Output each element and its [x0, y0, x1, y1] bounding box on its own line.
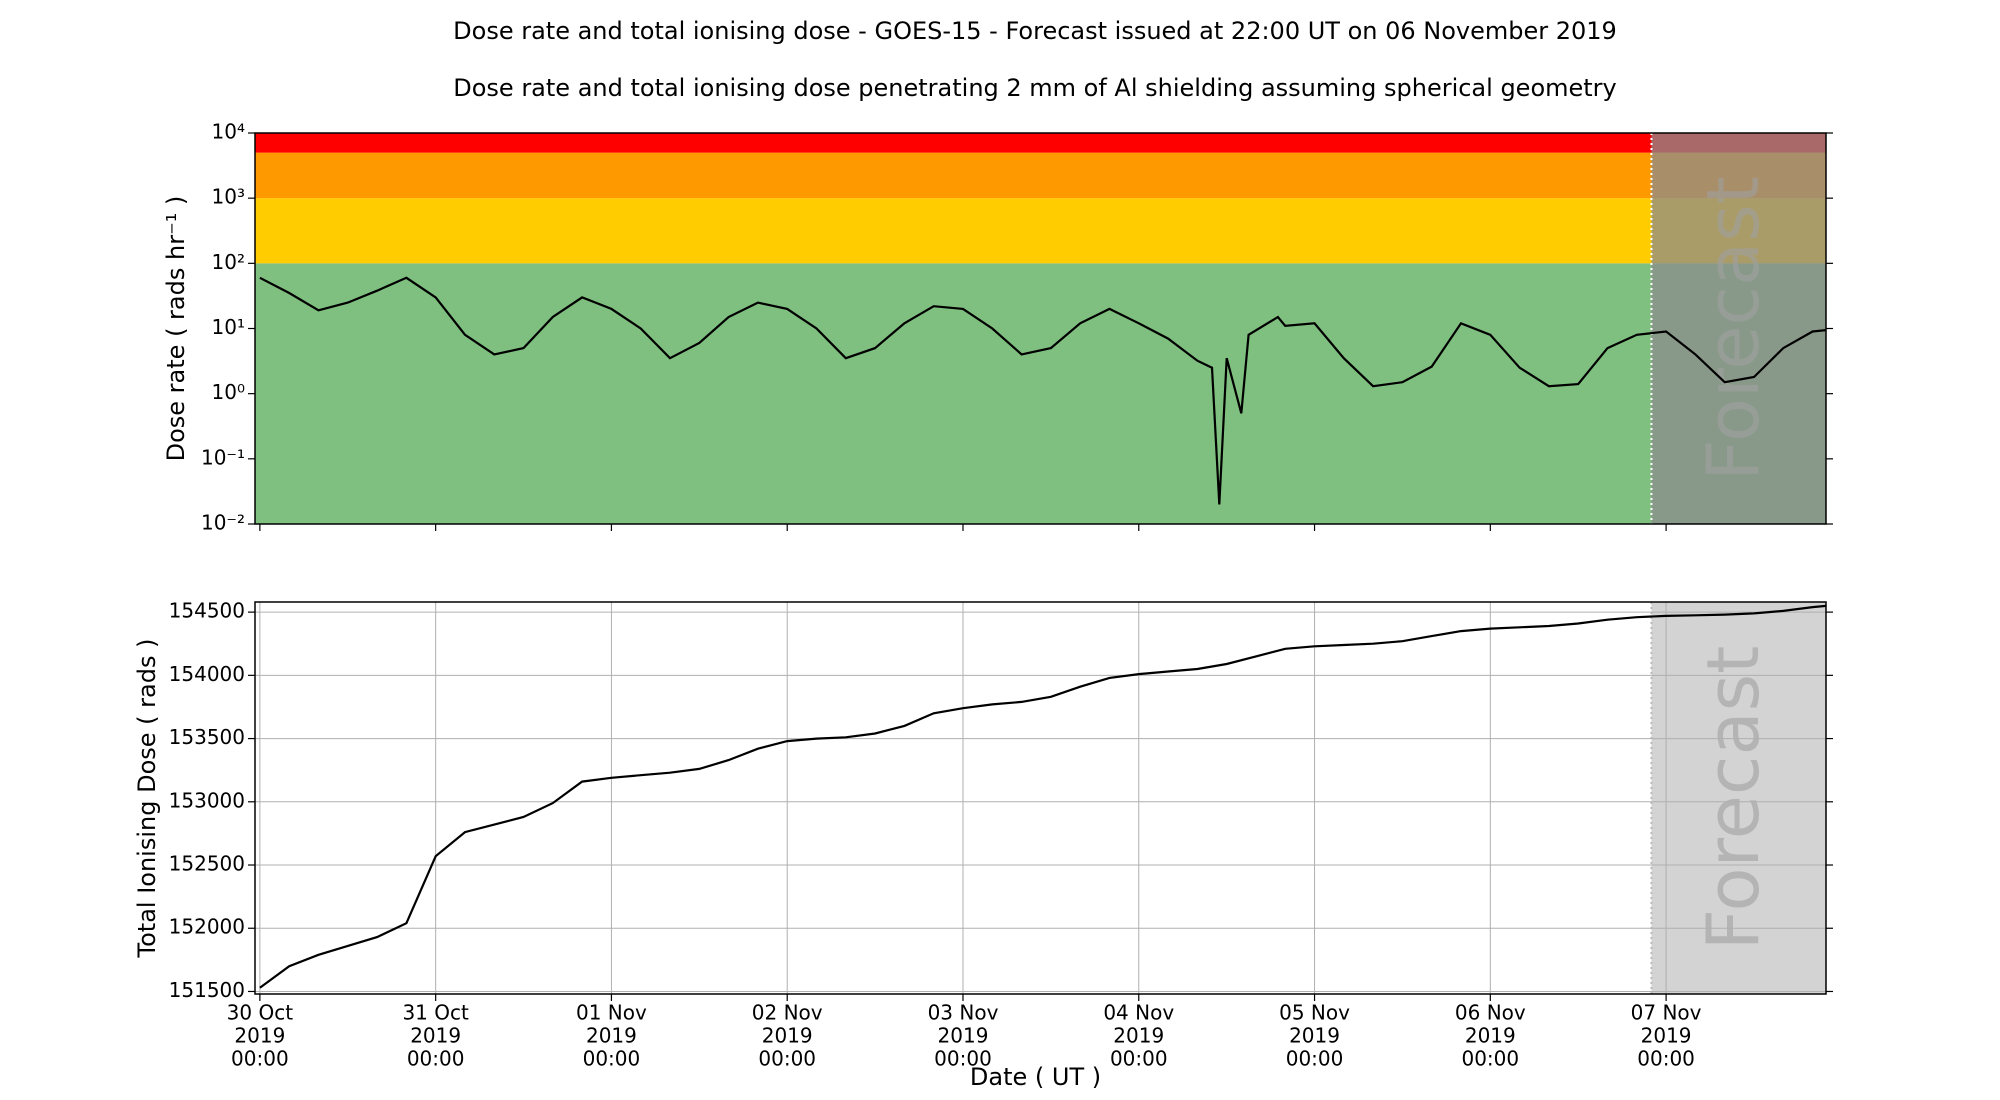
y-tick-label: 154000	[169, 662, 245, 686]
x-tick-label: 00:00	[934, 1047, 992, 1071]
y-tick-label: 10²	[212, 250, 245, 274]
x-tick-label: 00:00	[1461, 1047, 1519, 1071]
y-tick-label: 10⁻²	[201, 511, 245, 535]
chart-subtitle: Dose rate and total ionising dose penetr…	[453, 74, 1617, 102]
x-tick-label: 01 Nov	[576, 1001, 647, 1025]
x-tick-label: 2019	[1641, 1024, 1692, 1048]
chart-title: Dose rate and total ionising dose - GOES…	[453, 17, 1617, 45]
x-tick-label: 2019	[234, 1024, 285, 1048]
forecast-label: Forecast	[1691, 176, 1775, 481]
x-tick-label: 2019	[1465, 1024, 1516, 1048]
forecast-region	[1651, 133, 1826, 524]
y-axis-label: Total Ionising Dose ( rads )	[133, 639, 161, 959]
y-tick-label: 10⁴	[212, 120, 245, 144]
y-tick-label: 10⁻¹	[201, 445, 245, 469]
x-tick-label: 00:00	[1110, 1047, 1168, 1071]
data-line	[259, 276, 1826, 505]
y-tick-label: 152000	[169, 915, 245, 939]
plot-frame	[254, 601, 1827, 995]
x-tick-label: 00:00	[231, 1047, 289, 1071]
x-tick-label: 2019	[1289, 1024, 1340, 1048]
x-tick-label: 02 Nov	[752, 1001, 823, 1025]
y-tick-label: 10³	[212, 185, 245, 209]
x-tick-label: 2019	[1113, 1024, 1164, 1048]
x-tick-label: 04 Nov	[1103, 1001, 1174, 1025]
x-tick-label: 07 Nov	[1631, 1001, 1702, 1025]
x-tick-label: 2019	[410, 1024, 461, 1048]
y-tick-label: 153500	[169, 725, 245, 749]
y-tick-label: 10¹	[212, 315, 245, 339]
forecast-label: Forecast	[1691, 646, 1775, 951]
y-tick-label: 151500	[169, 978, 245, 1002]
x-tick-label: 30 Oct	[227, 1001, 294, 1025]
x-tick-label: 06 Nov	[1455, 1001, 1526, 1025]
risk-band	[255, 263, 1826, 524]
risk-band	[255, 133, 1826, 153]
y-tick-label: 153000	[169, 788, 245, 812]
y-axis-label: Dose rate ( rads hr⁻¹ )	[162, 196, 190, 462]
x-tick-label: 00:00	[583, 1047, 641, 1071]
x-tick-label: 00:00	[1637, 1047, 1695, 1071]
x-tick-label: 2019	[938, 1024, 989, 1048]
data-line	[259, 604, 1826, 989]
y-tick-label: 10⁰	[212, 380, 245, 404]
x-tick-label: 2019	[586, 1024, 637, 1048]
x-tick-label: 00:00	[758, 1047, 816, 1071]
y-tick-label: 154500	[169, 599, 245, 623]
risk-band	[255, 152, 1826, 199]
x-tick-label: 00:00	[1286, 1047, 1344, 1071]
plot-frame	[254, 132, 1827, 525]
y-tick-label: 152500	[169, 852, 245, 876]
risk-band	[255, 198, 1826, 264]
x-tick-label: 2019	[762, 1024, 813, 1048]
x-tick-label: 03 Nov	[928, 1001, 999, 1025]
x-tick-label: 05 Nov	[1279, 1001, 1350, 1025]
x-tick-label: 31 Oct	[402, 1001, 469, 1025]
x-tick-label: 00:00	[407, 1047, 465, 1071]
x-axis-label: Date ( UT )	[970, 1063, 1101, 1091]
